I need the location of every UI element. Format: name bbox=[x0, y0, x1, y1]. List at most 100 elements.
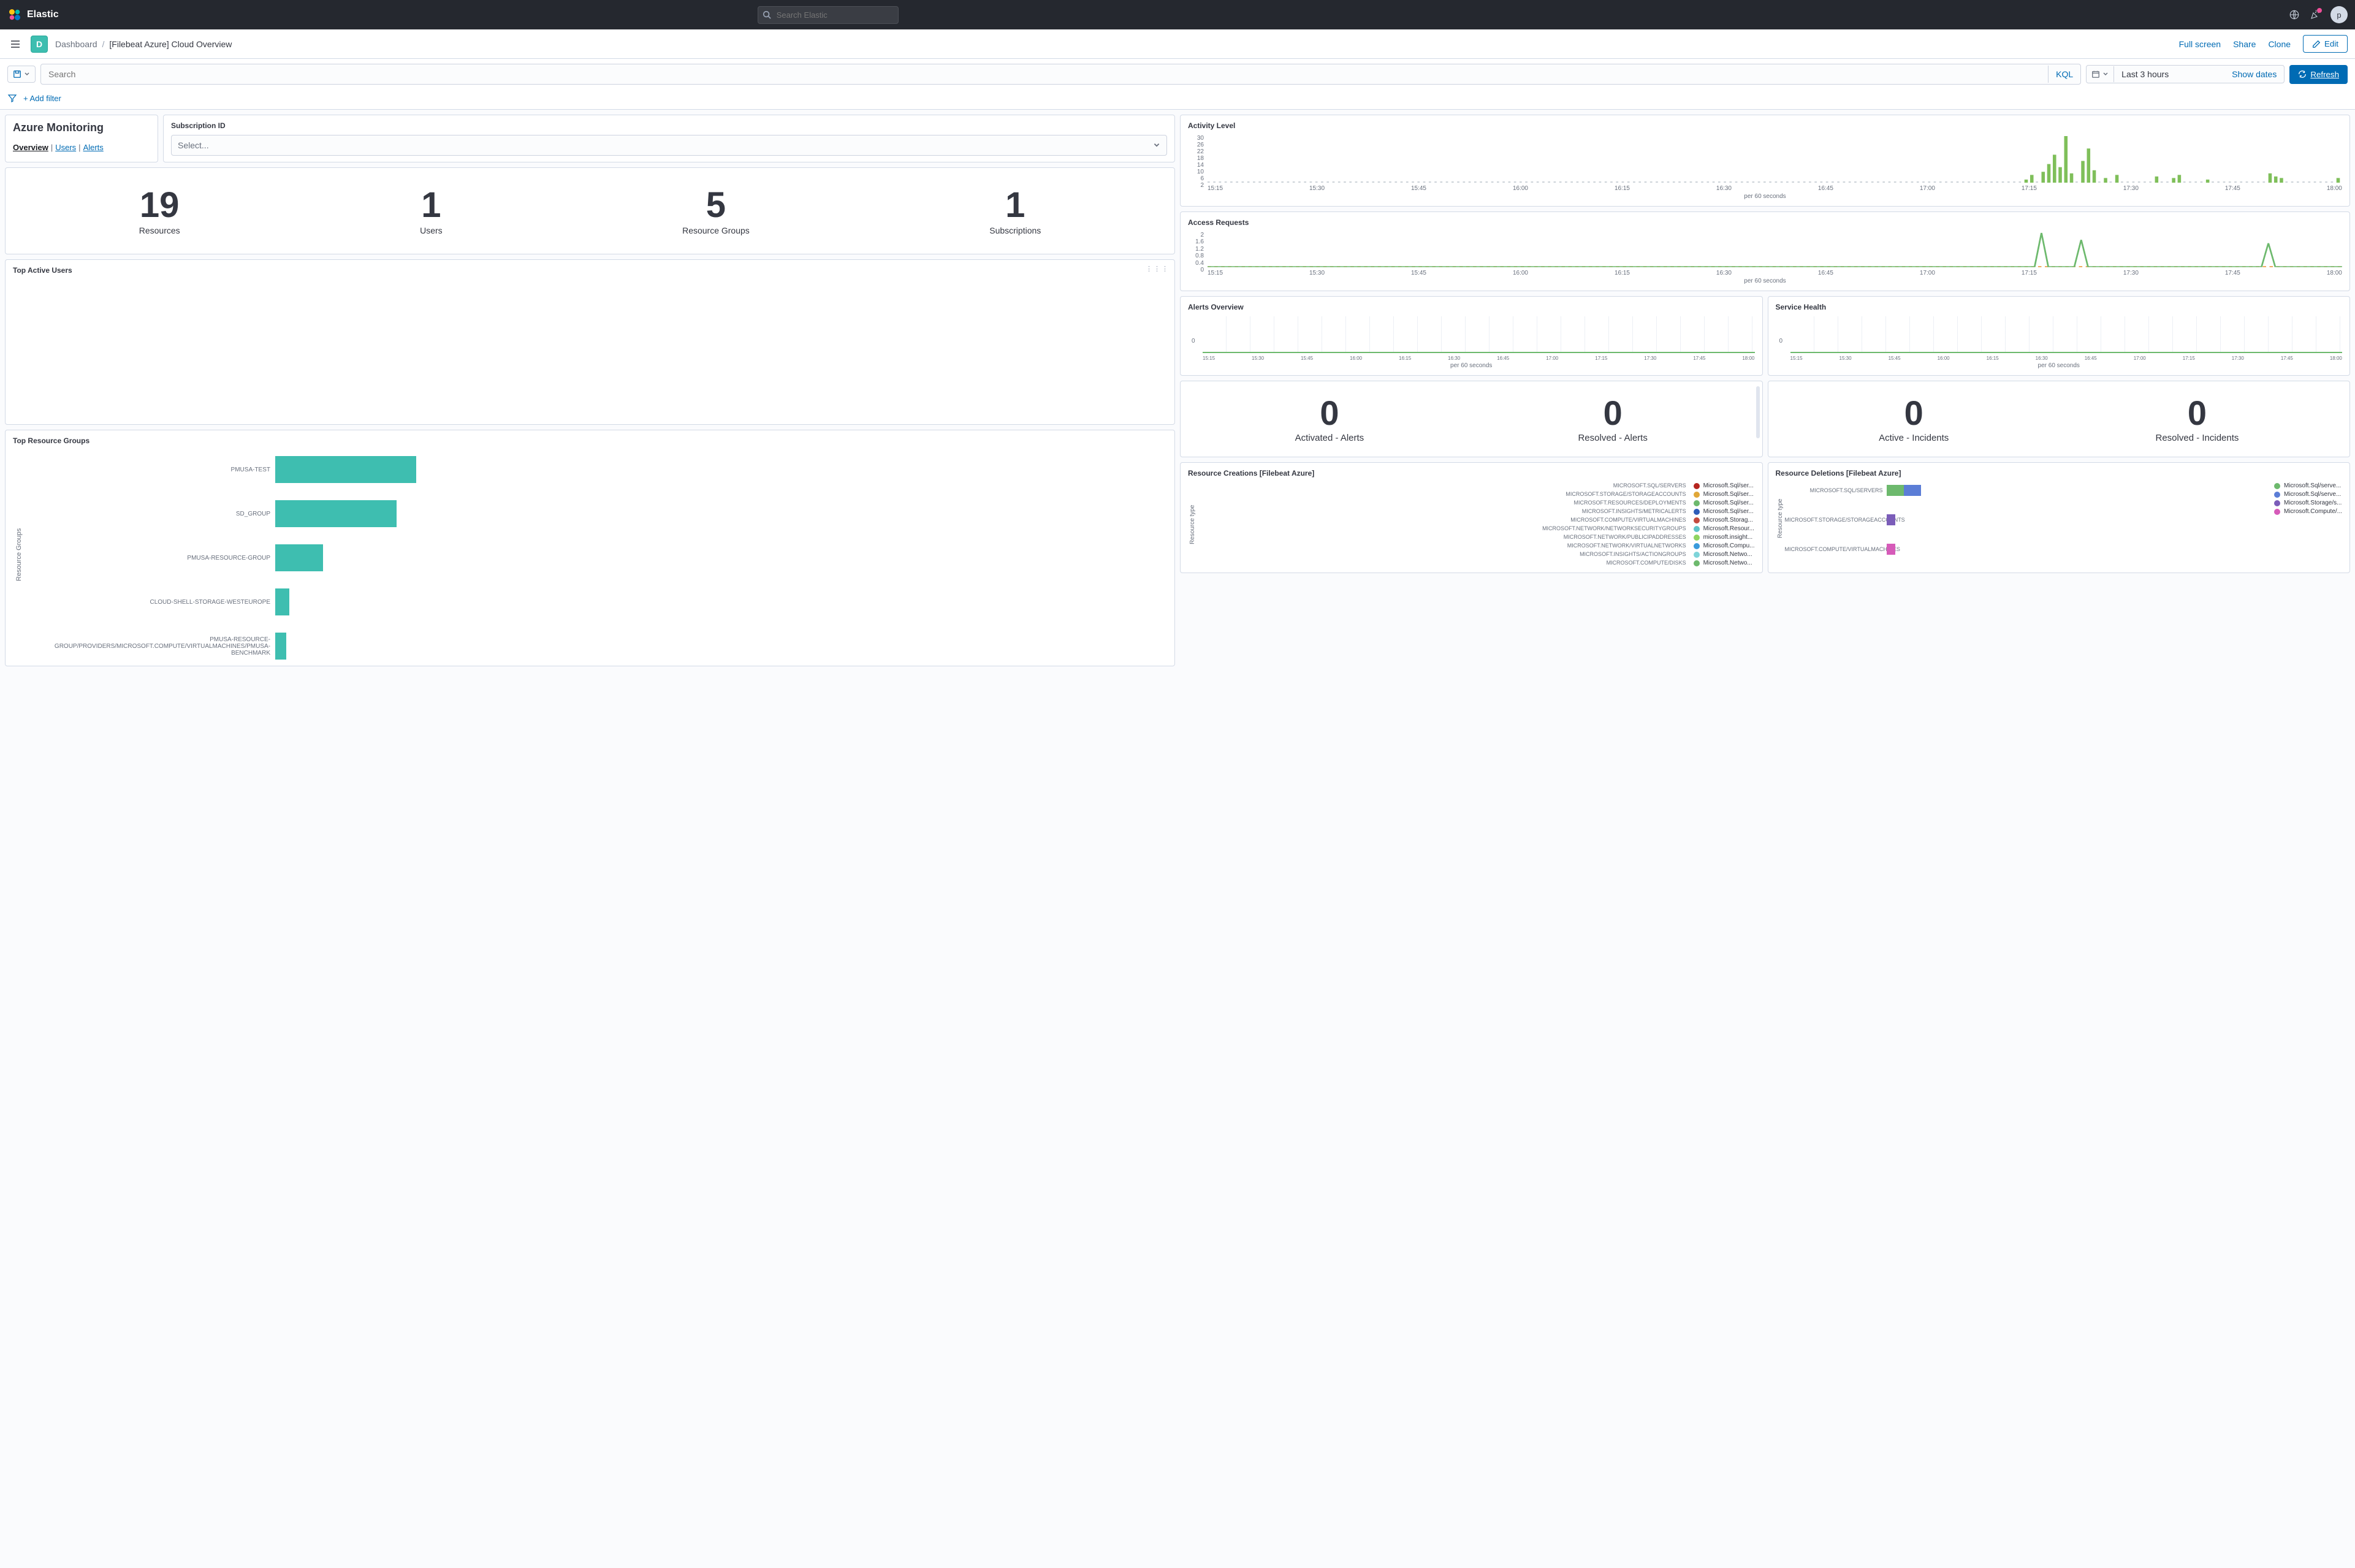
subscription-select[interactable]: Select... bbox=[171, 135, 1167, 156]
metric-active-incidents: 0 Active - Incidents bbox=[1879, 396, 1949, 443]
global-search-input[interactable] bbox=[758, 6, 899, 24]
resource-deletions-panel: Resource Deletions [Filebeat Azure] Reso… bbox=[1768, 462, 2351, 573]
legend-label: Microsoft.Resour... bbox=[1703, 525, 1754, 532]
metric-label: Subscriptions bbox=[989, 226, 1041, 235]
chart-caption: per 60 seconds bbox=[1188, 362, 1755, 369]
rd-bar-segment bbox=[1887, 514, 1895, 525]
user-avatar[interactable]: p bbox=[2330, 6, 2348, 23]
rc-row-label: MICROSOFT.NETWORK/PUBLICIPADDRESSES bbox=[1197, 534, 1686, 540]
metric-label: Users bbox=[420, 226, 443, 235]
metric-subscriptions: 1 Subscriptions bbox=[989, 188, 1041, 235]
chevron-down-icon bbox=[2102, 71, 2109, 77]
panel-title: Service Health bbox=[1776, 303, 2343, 311]
show-dates-link[interactable]: Show dates bbox=[2224, 66, 2284, 83]
date-range-text[interactable]: Last 3 hours bbox=[2114, 66, 2224, 83]
legend-item[interactable]: Microsoft.Sql/serve... bbox=[2274, 482, 2342, 489]
clone-link[interactable]: Clone bbox=[2268, 39, 2291, 49]
refresh-button[interactable]: Refresh bbox=[2289, 65, 2348, 84]
hbar-row: SD_GROUP bbox=[25, 500, 1167, 527]
add-filter-link[interactable]: + Add filter bbox=[23, 94, 61, 103]
brand-cluster[interactable]: Elastic bbox=[7, 7, 59, 22]
rd-row: MICROSOFT.COMPUTE/VIRTUALMACHINES bbox=[1785, 544, 1921, 555]
panel-options-icon[interactable]: ⋮⋮⋮ bbox=[1146, 265, 1170, 273]
legend-item[interactable]: Microsoft.Sql/ser... bbox=[1694, 500, 1755, 506]
legend-item[interactable]: Microsoft.Netwo... bbox=[1694, 560, 1755, 566]
hbar-chart: Resource Groups PMUSA-TESTSD_GROUPPMUSA-… bbox=[13, 450, 1167, 660]
hbar-label: PMUSA-RESOURCE-GROUP/PROVIDERS/MICROSOFT… bbox=[25, 636, 270, 657]
flat-chart: 0 bbox=[1188, 316, 1755, 353]
edit-button[interactable]: Edit bbox=[2303, 35, 2348, 53]
legend-item[interactable]: microsoft.insight... bbox=[1694, 534, 1755, 541]
legend-dot bbox=[1694, 509, 1700, 515]
metric-resource-groups: 5 Resource Groups bbox=[682, 188, 750, 235]
activity-bars bbox=[1208, 135, 2342, 183]
rc-row-label: MICROSOFT.NETWORK/NETWORKSECURITYGROUPS bbox=[1197, 525, 1686, 531]
dual-metric: 0 Active - Incidents 0 Resolved - Incide… bbox=[1776, 389, 2343, 451]
metric-resources: 19 Resources bbox=[139, 188, 180, 235]
saved-query-button[interactable] bbox=[7, 66, 36, 83]
flat-chart: 0 bbox=[1776, 316, 2343, 353]
resource-creations-panel: Resource Creations [Filebeat Azure] Reso… bbox=[1180, 462, 1763, 573]
date-quick-button[interactable] bbox=[2087, 66, 2114, 82]
right-column: Activity Level 30262218141062 15:1515:30… bbox=[1180, 115, 2350, 666]
nav-toggle-icon[interactable] bbox=[7, 36, 23, 52]
overview-link[interactable]: Overview bbox=[13, 143, 48, 152]
subscription-title: Subscription ID bbox=[171, 121, 1167, 130]
global-topbar: Elastic p bbox=[0, 0, 2355, 29]
app-badge[interactable]: D bbox=[31, 36, 48, 53]
refresh-label: Refresh bbox=[2310, 70, 2339, 79]
legend-label: Microsoft.Storag... bbox=[1703, 517, 1753, 523]
hbar-label: PMUSA-RESOURCE-GROUP bbox=[25, 555, 270, 561]
legend-item[interactable]: Microsoft.Sql/ser... bbox=[1694, 508, 1755, 515]
share-link[interactable]: Share bbox=[2233, 39, 2256, 49]
legend-item[interactable]: Microsoft.Netwo... bbox=[1694, 551, 1755, 558]
newsfeed-icon[interactable] bbox=[2289, 9, 2300, 20]
query-input[interactable] bbox=[41, 64, 2048, 84]
app-subheader: D Dashboard / [Filebeat Azure] Cloud Ove… bbox=[0, 29, 2355, 59]
legend-item[interactable]: Microsoft.Resour... bbox=[1694, 525, 1755, 532]
x-axis: 15:1515:3015:4516:0016:1516:3016:4517:00… bbox=[1790, 356, 2343, 361]
users-link[interactable]: Users bbox=[55, 143, 76, 152]
legend-label: Microsoft.Sql/serve... bbox=[2284, 491, 2341, 498]
edit-label: Edit bbox=[2324, 39, 2338, 48]
subheader-actions: Full screen Share Clone Edit bbox=[2179, 35, 2348, 53]
hbar-label: SD_GROUP bbox=[25, 511, 270, 517]
fullscreen-link[interactable]: Full screen bbox=[2179, 39, 2221, 49]
legend-item[interactable]: Microsoft.Storage/s... bbox=[2274, 500, 2342, 506]
alerts-link[interactable]: Alerts bbox=[83, 143, 104, 152]
kql-toggle[interactable]: KQL bbox=[2048, 66, 2080, 83]
chart-area bbox=[1208, 232, 2342, 267]
flat-line bbox=[1790, 316, 2343, 353]
date-picker: Last 3 hours Show dates bbox=[2086, 65, 2285, 83]
legend-item[interactable]: Microsoft.Sql/serve... bbox=[2274, 491, 2342, 498]
access-lines bbox=[1208, 232, 2342, 267]
hbar-bar bbox=[275, 588, 289, 615]
chevron-down-icon bbox=[24, 71, 30, 77]
legend-item[interactable]: Microsoft.Compu... bbox=[1694, 542, 1755, 549]
legend-item[interactable]: Microsoft.Storag... bbox=[1694, 517, 1755, 523]
metric-label: Activated - Alerts bbox=[1295, 433, 1364, 443]
hbar-row: PMUSA-RESOURCE-GROUP/PROVIDERS/MICROSOFT… bbox=[25, 633, 1167, 660]
filter-options-icon[interactable] bbox=[7, 93, 17, 103]
rc-row-label: MICROSOFT.COMPUTE/DISKS bbox=[1197, 560, 1686, 566]
calendar-icon bbox=[2091, 70, 2100, 78]
summary-metrics-panel: 19 Resources 1 Users 5 Resource Groups 1… bbox=[5, 167, 1175, 254]
metric-value: 0 bbox=[1879, 396, 1949, 430]
legend-item[interactable]: Microsoft.Sql/ser... bbox=[1694, 482, 1755, 489]
legend-dot bbox=[1694, 492, 1700, 498]
top-active-users-panel: Top Active Users ⋮⋮⋮ bbox=[5, 259, 1175, 425]
hbar-label: CLOUD-SHELL-STORAGE-WESTEUROPE bbox=[25, 599, 270, 606]
legend-item[interactable]: Microsoft.Compute/... bbox=[2274, 508, 2342, 515]
legend-label: Microsoft.Compu... bbox=[1703, 542, 1755, 549]
chart-caption: per 60 seconds bbox=[1188, 193, 2342, 200]
chart-caption: per 60 seconds bbox=[1776, 362, 2343, 369]
y-axis: 21.61.20.80.40 bbox=[1188, 232, 1206, 273]
rd-label: MICROSOFT.STORAGE/STORAGEACCOUNTS bbox=[1785, 517, 1883, 523]
rd-ylabel: Resource type bbox=[1776, 482, 1785, 555]
metric-value: 0 bbox=[2156, 396, 2239, 430]
rd-body: Resource type MICROSOFT.SQL/SERVERSMICRO… bbox=[1776, 482, 2343, 555]
legend-item[interactable]: Microsoft.Sql/ser... bbox=[1694, 491, 1755, 498]
cheer-icon[interactable] bbox=[2310, 9, 2321, 20]
rc-row-label: MICROSOFT.SQL/SERVERS bbox=[1197, 482, 1686, 489]
breadcrumb-root[interactable]: Dashboard bbox=[55, 39, 97, 49]
